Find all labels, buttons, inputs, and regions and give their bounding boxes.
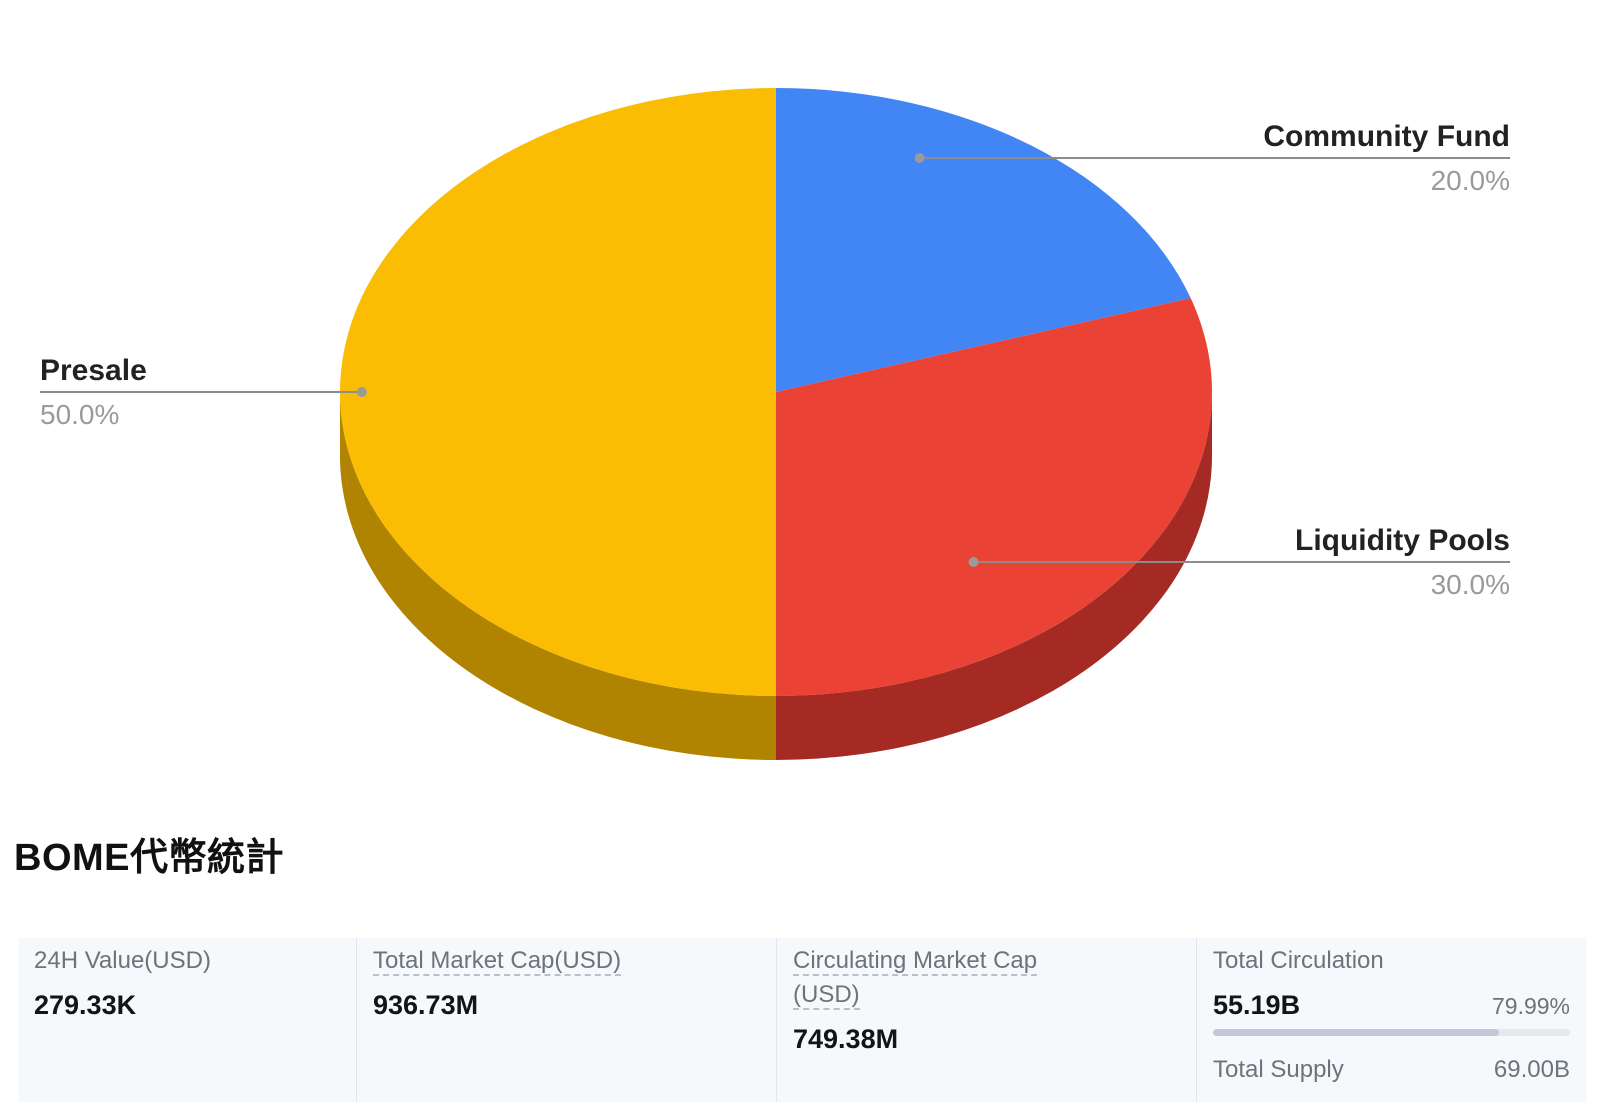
circulation-progress-bar <box>1213 1029 1570 1036</box>
stat-label: 24H Value(USD) <box>34 947 211 974</box>
token-stats-panel: 24H Value(USD) 279.33K Total Market Cap(… <box>18 938 1586 1102</box>
stat-label-line1: Circulating Market Cap <box>793 947 1038 976</box>
pie-slice-liquidity-pools <box>776 298 1212 696</box>
circulation-value: 55.19B <box>1213 990 1301 1020</box>
stat-label: Total Market Cap(USD) <box>373 947 622 976</box>
pie-slice-community-fund <box>776 88 1191 392</box>
supply-value: 69.00B <box>1493 1056 1570 1083</box>
callout-dot-community-fund <box>914 153 925 163</box>
stat-label-tooltip-trigger[interactable]: Circulating Market Cap (USD) <box>793 944 1180 1012</box>
supply-row: Total Supply 69.00B <box>1213 1056 1570 1084</box>
supply-label: Total Supply <box>1213 1056 1344 1083</box>
stat-label: Total Circulation <box>1213 947 1384 974</box>
slice-label-liquidity-pools: Liquidity Pools <box>1295 524 1510 557</box>
pie-side-presale <box>340 392 776 760</box>
stat-total-market-cap: Total Market Cap(USD) 936.73M <box>356 938 776 1102</box>
pie-slice-presale <box>340 88 776 696</box>
slice-percent-liquidity-pools: 30.0% <box>1431 569 1510 600</box>
circulation-percent: 79.99% <box>1491 993 1570 1019</box>
slice-label-community-fund: Community Fund <box>1263 120 1510 153</box>
stat-value: 936.73M <box>373 990 479 1020</box>
callout-dot-liquidity-pools <box>968 557 979 567</box>
stat-value: 279.33K <box>34 990 137 1020</box>
slice-percent-community-fund: 20.0% <box>1431 165 1510 196</box>
stat-label-tooltip-trigger[interactable]: Total Market Cap(USD) <box>373 944 760 978</box>
slice-label-presale: Presale <box>40 354 147 387</box>
circulation-row: 55.19B 79.99% <box>1213 990 1570 1021</box>
stat-24h-value: 24H Value(USD) 279.33K <box>18 938 356 1102</box>
pie-side-liquidity-pools <box>776 392 1212 760</box>
stats-title: BOME代幣統計 <box>14 837 285 879</box>
pie-chart: Community Fund 20.0% Liquidity Pools 30.0% P… <box>40 88 1510 760</box>
stat-label-line2: (USD) <box>793 981 860 1010</box>
slice-percent-presale: 50.0% <box>40 399 119 430</box>
stat-circulating-market-cap: Circulating Market Cap (USD) 749.38M <box>776 938 1196 1102</box>
circulation-progress-fill <box>1213 1029 1499 1036</box>
stat-value: 749.38M <box>793 1024 899 1054</box>
callout-dot-presale <box>356 387 367 397</box>
stat-total-circulation: Total Circulation 55.19B 79.99% Total Su… <box>1196 938 1586 1102</box>
